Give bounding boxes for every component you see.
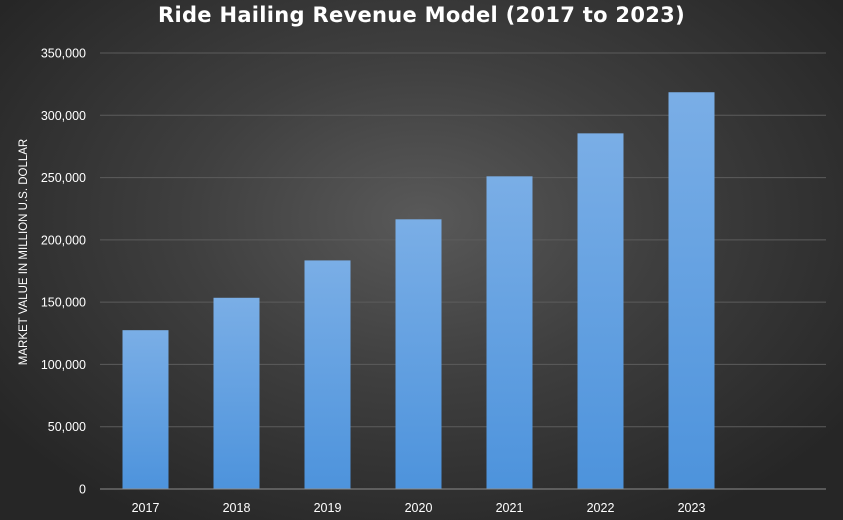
bar-2020 xyxy=(395,219,442,489)
axes: 0 50,000 100,000 150,000 200,000 250,000 300,0… xyxy=(41,47,826,515)
bar-2019 xyxy=(304,260,351,489)
y-tick-label: 300,000 xyxy=(41,109,86,123)
y-tick-label: 200,000 xyxy=(41,233,86,247)
y-tick-label: 350,000 xyxy=(41,47,86,61)
bar-2018 xyxy=(213,297,260,489)
x-tick-label: 2020 xyxy=(405,501,433,515)
y-tick-label: 100,000 xyxy=(41,358,86,372)
bar-2023 xyxy=(668,92,715,490)
bar-2021 xyxy=(486,176,533,489)
bar-2022 xyxy=(577,133,624,489)
x-tick-label: 2021 xyxy=(496,501,524,515)
y-axis-title: MARKET VALUE IN MILLION U.S. DOLLAR xyxy=(18,139,30,365)
x-tick-label: 2019 xyxy=(314,501,342,515)
x-tick-label: 2018 xyxy=(223,501,251,515)
y-tick-label: 250,000 xyxy=(41,171,86,185)
chart-title: Ride Hailing Revenue Model (2017 to 2023… xyxy=(158,3,685,27)
x-tick-label: 2022 xyxy=(587,501,615,515)
gridlines xyxy=(100,52,826,428)
y-tick-label: 0 xyxy=(79,483,86,497)
bars xyxy=(122,92,715,490)
x-tick-label: 2023 xyxy=(678,501,706,515)
bar-2017 xyxy=(122,330,169,489)
y-tick-label: 150,000 xyxy=(41,296,86,310)
x-tick-label: 2017 xyxy=(132,501,160,515)
y-tick-label: 50,000 xyxy=(48,420,86,434)
